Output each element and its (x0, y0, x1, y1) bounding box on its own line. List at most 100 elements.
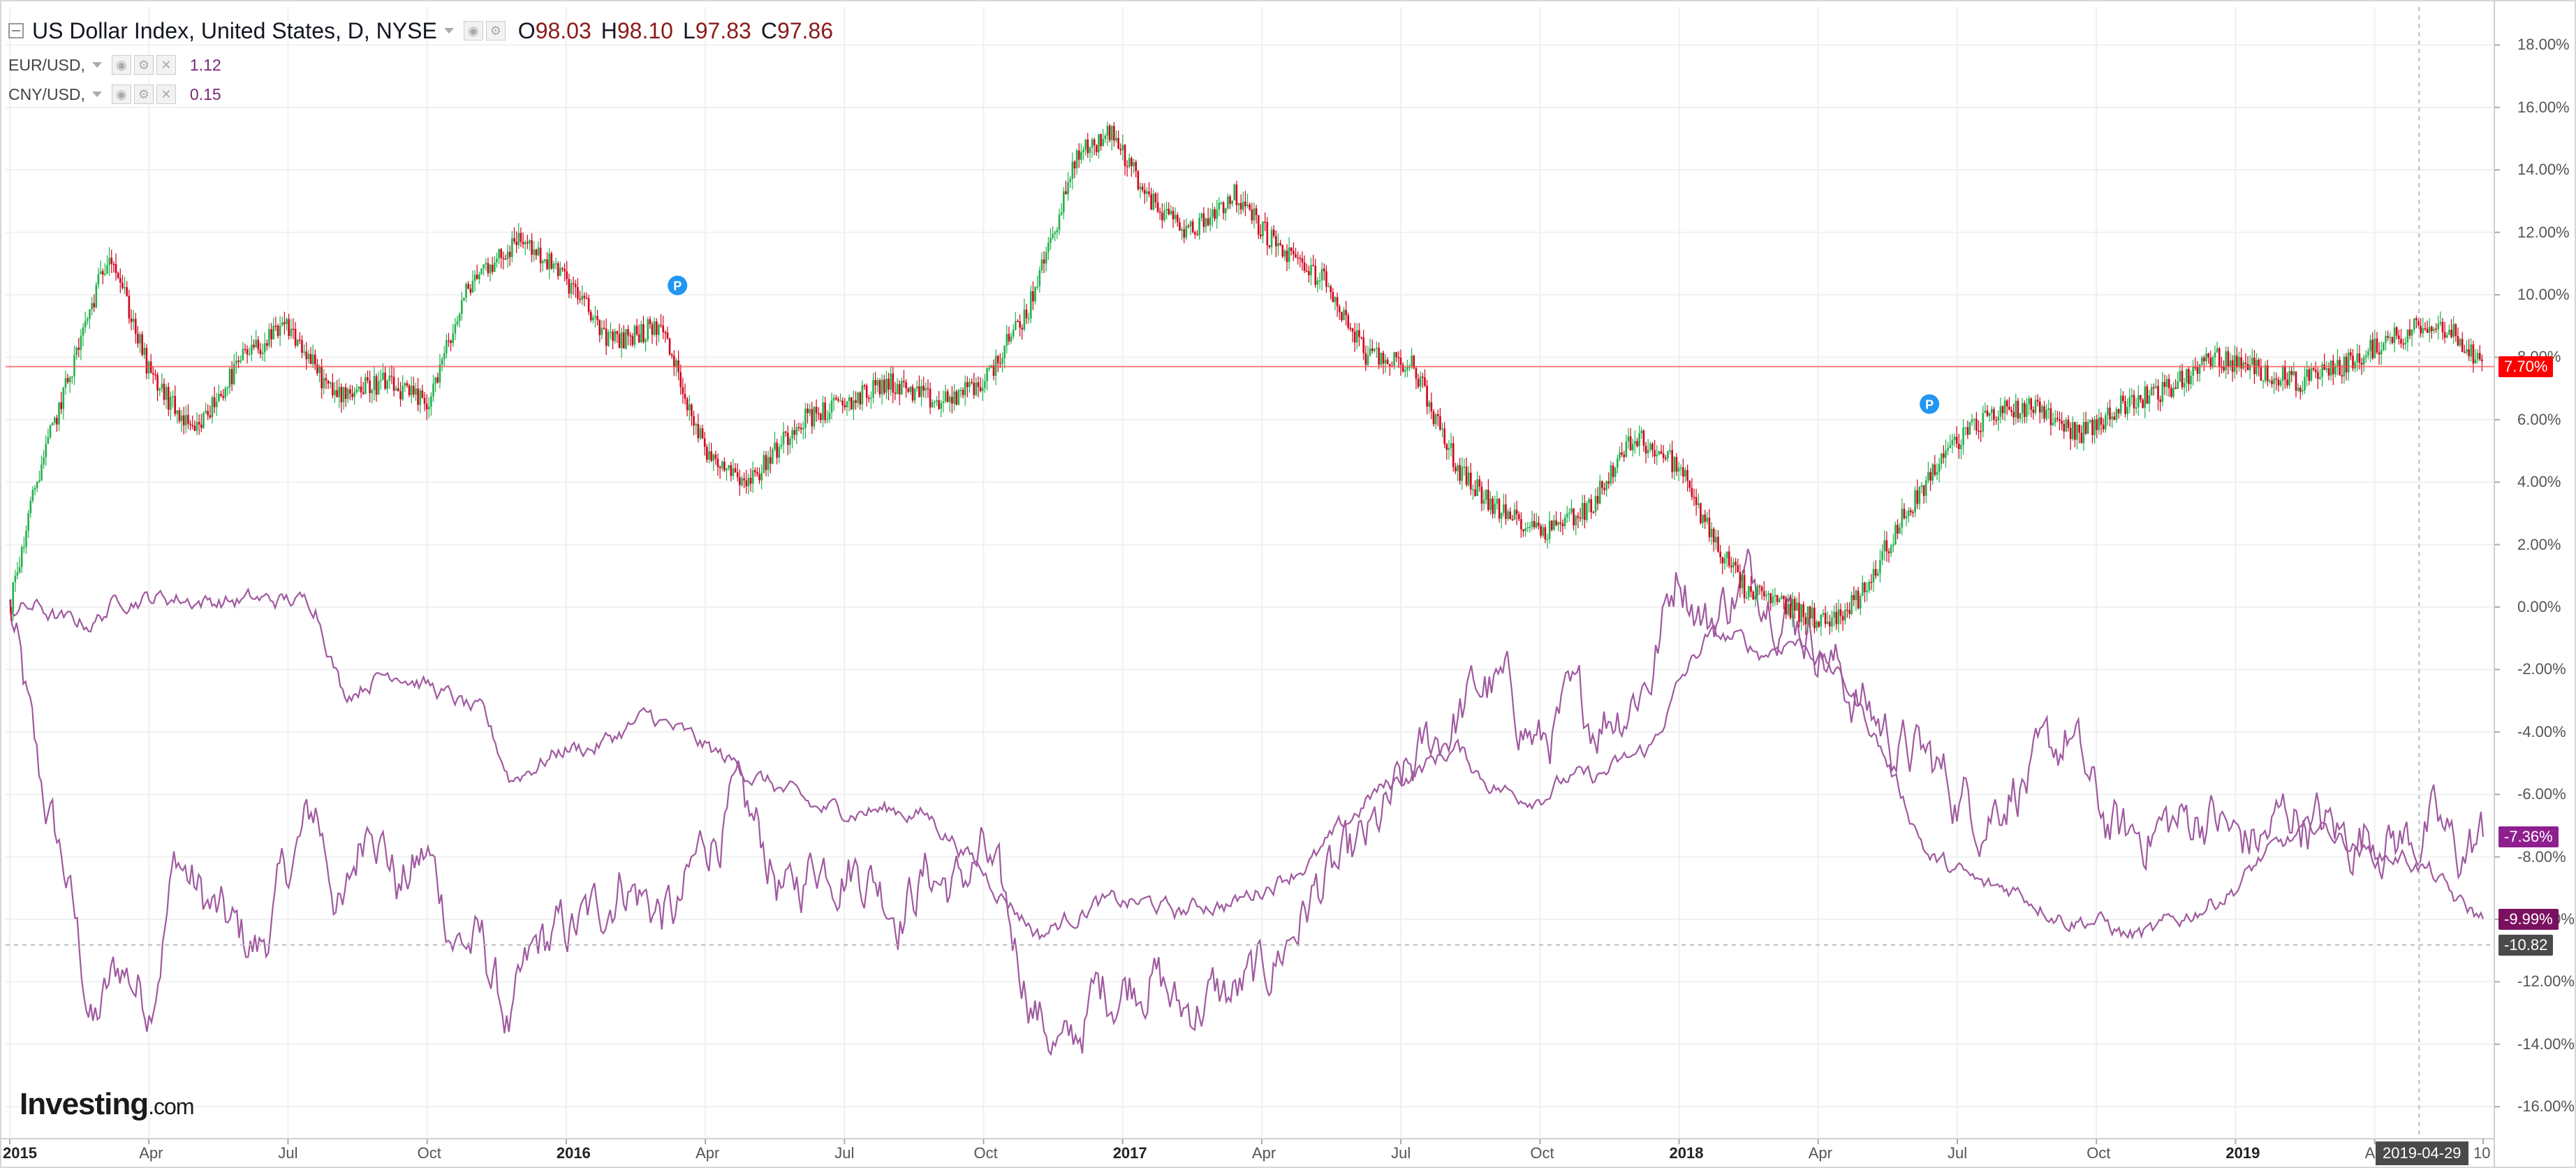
dxy-candle (49, 424, 52, 439)
dxy-candle (2435, 323, 2437, 333)
dxy-candle (1006, 325, 1008, 353)
dxy-candle (848, 394, 851, 411)
collapse-icon[interactable] (8, 23, 24, 38)
dxy-candle (1034, 286, 1036, 305)
dropdown-caret-icon[interactable] (91, 92, 102, 97)
dxy-candle (448, 333, 450, 347)
candle-body (684, 393, 686, 399)
dxy-candle (203, 411, 205, 430)
dxy-candle (1445, 442, 1448, 460)
dxy-candle (1529, 522, 1531, 533)
dxy-candle (830, 392, 833, 420)
dxy-candle (1505, 494, 1507, 525)
candle-body (1940, 453, 1943, 464)
candle-body (2339, 360, 2341, 375)
dxy-candle (478, 271, 480, 284)
candle-body (1008, 334, 1010, 342)
dxy-candle (988, 365, 990, 372)
candle-body (1767, 593, 1769, 595)
dxy-candle (1868, 579, 1871, 594)
close-icon[interactable]: ✕ (156, 85, 176, 104)
dropdown-caret-icon[interactable] (91, 62, 102, 68)
dxy-candle (1187, 224, 1190, 229)
dxy-candle (1419, 371, 1422, 393)
dropdown-caret-icon[interactable] (443, 28, 454, 34)
dxy-candle (380, 369, 382, 390)
candle-body (1432, 411, 1435, 425)
candle-body (734, 468, 737, 473)
candle-body (122, 282, 124, 289)
candle-body (1198, 217, 1200, 235)
dxy-candle (2319, 368, 2321, 381)
dxy-candle (616, 330, 619, 344)
candle-body (2032, 409, 2035, 414)
candle-body (1115, 138, 1117, 141)
dxy-candle (1517, 511, 1520, 522)
dxy-candle (2128, 388, 2131, 414)
candle-body (84, 321, 87, 328)
dxy-candle (1843, 603, 1846, 625)
legend-cny-row: CNY/USD, ◉ ⚙ ✕ 0.15 (8, 80, 833, 109)
dxy-candle (716, 453, 719, 476)
candle-body (2336, 360, 2339, 367)
candle-body (909, 386, 912, 392)
candle-body (2034, 400, 2037, 414)
dxy-candle (1526, 522, 1529, 532)
visibility-icon[interactable]: ◉ (111, 85, 131, 104)
dxy-candle (1787, 594, 1790, 617)
pivot-marker-icon: P (668, 275, 688, 295)
candle-body (255, 340, 257, 348)
candle-body (911, 386, 914, 401)
candle-body (1619, 452, 1621, 459)
dxy-candle (2063, 420, 2066, 439)
dxy-candle (2135, 397, 2137, 414)
settings-icon[interactable]: ⚙ (133, 55, 154, 75)
candle-body (1715, 536, 1717, 543)
dxy-candle (944, 384, 947, 404)
candle-body (1529, 527, 1531, 528)
candle-body (2010, 409, 2012, 412)
visibility-icon[interactable]: ◉ (463, 21, 483, 41)
x-tick-label: 2015 (3, 1144, 37, 1162)
dxy-candle (691, 403, 693, 426)
dxy-candle (1621, 442, 1623, 458)
dxy-candle (2262, 379, 2265, 389)
candle-body (1045, 251, 1047, 264)
candle-body (564, 268, 566, 272)
settings-icon[interactable]: ⚙ (485, 21, 506, 41)
candle-body (1012, 330, 1015, 337)
settings-icon[interactable]: ⚙ (133, 85, 154, 104)
visibility-icon[interactable]: ◉ (111, 55, 131, 75)
candle-body (1975, 418, 1978, 431)
candle-body (2159, 399, 2161, 402)
candle-body (629, 335, 631, 337)
dxy-candle (572, 276, 575, 295)
candle-body (622, 332, 625, 349)
candle-body (1708, 518, 1711, 538)
dxy-candle (1940, 453, 1943, 470)
dxy-candle (1091, 137, 1094, 158)
dxy-candle (1249, 202, 1251, 212)
dxy-candle (1802, 601, 1805, 626)
candle-body (1141, 187, 1144, 190)
close-icon[interactable]: ✕ (156, 55, 176, 75)
candle-body (290, 328, 293, 336)
candle-body (274, 326, 277, 327)
dxy-candle (417, 377, 419, 411)
dxy-candle (1100, 133, 1102, 151)
dxy-candle (1841, 611, 1844, 631)
candle-body (2466, 349, 2468, 353)
dxy-candle (1395, 351, 1398, 363)
candle-body (1577, 516, 1580, 518)
candle-body (795, 427, 798, 435)
dxy-candle (56, 414, 58, 432)
candle-body (2406, 329, 2409, 343)
candle-body (723, 461, 726, 471)
candle-body (1684, 469, 1686, 477)
dxy-candle (2207, 352, 2209, 364)
candle-body (1091, 139, 1094, 148)
candle-body (2448, 329, 2450, 335)
candle-body (16, 572, 19, 576)
dxy-candle (957, 388, 960, 406)
